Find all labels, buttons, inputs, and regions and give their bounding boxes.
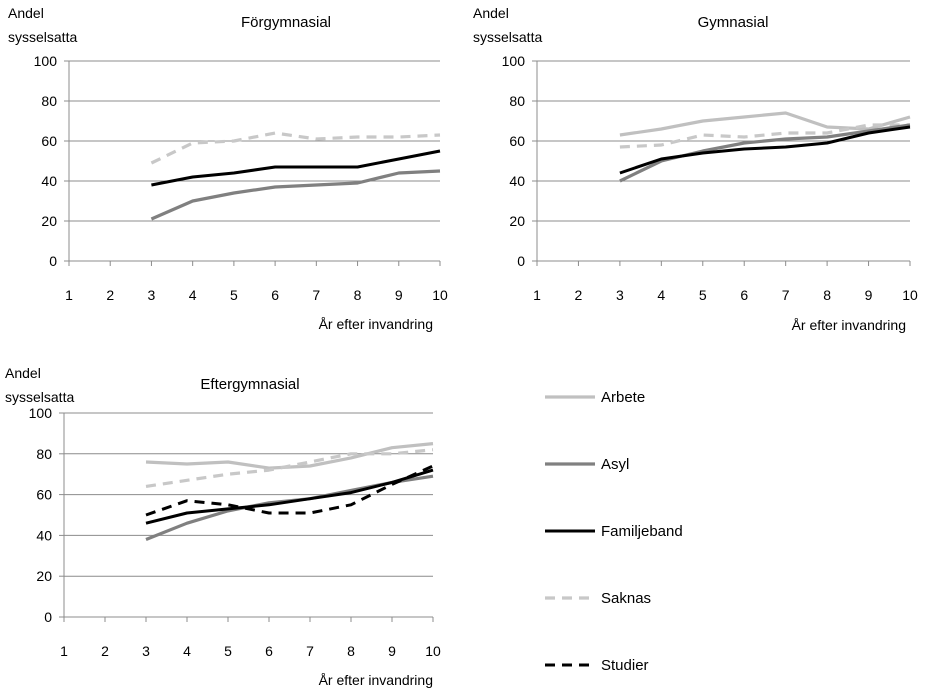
series-line-studier: [145, 464, 434, 517]
series-line-arbete: [619, 111, 911, 137]
y-tick-label-20: 20: [36, 568, 52, 584]
y-axis-label-line2: sysselsatta: [8, 29, 77, 45]
x-tick-label-9: 9: [395, 287, 403, 303]
x-tick-label-1: 1: [533, 287, 541, 303]
y-tick-label-60: 60: [36, 487, 52, 503]
y-tick-label-20: 20: [509, 213, 525, 229]
x-tick-label-5: 5: [699, 287, 707, 303]
legend: Arbete Asyl Familjeband Saknas Studier: [545, 389, 683, 674]
y-tick-label-40: 40: [509, 173, 525, 189]
y-axis-label-line2: sysselsatta: [5, 389, 74, 405]
y-tick-label-0: 0: [517, 253, 525, 269]
x-tick-label-9: 9: [865, 287, 873, 303]
series-line-asyl: [145, 474, 434, 541]
y-axis-label-line2: sysselsatta: [473, 29, 542, 45]
series-line-familjeband: [145, 468, 434, 525]
y-tick-label-80: 80: [509, 93, 525, 109]
y-tick-label-40: 40: [36, 527, 52, 543]
series-line-familjeband: [619, 125, 911, 175]
x-tick-label-6: 6: [271, 287, 279, 303]
legend-label-familjeband: Familjeband: [601, 523, 683, 540]
x-tick-label-10: 10: [432, 287, 448, 303]
panel-forgymnasial: 0 20 40 60 80 100 1 2 3 4 5 6 7 8 9 10 Förgymnasial Andel…: [8, 5, 448, 332]
x-axis-label: År efter invandring: [319, 672, 433, 688]
x-tick-label-4: 4: [183, 643, 191, 659]
legend-label-asyl: Asyl: [601, 456, 629, 473]
y-tick-label-0: 0: [49, 253, 57, 269]
panel-gymnasial: 0 20 40 60 80 100 1 2 3 4 5 6 7 8 9 10 Gymnasial Andel sys…: [473, 5, 918, 333]
panel-eftergymnasial: 0 20 40 60 80 100 1 2 3 4 5 6 7 8 9 10 Eftergymnasial And…: [5, 365, 441, 688]
y-tick-label-60: 60: [41, 133, 57, 149]
x-tick-label-10: 10: [425, 643, 441, 659]
y-tick-label-20: 20: [41, 213, 57, 229]
x-tick-label-10: 10: [902, 287, 918, 303]
x-tick-label-5: 5: [230, 287, 238, 303]
x-tick-label-2: 2: [106, 287, 114, 303]
x-axis-label: År efter invandring: [319, 316, 433, 332]
series-line-asyl: [150, 169, 441, 221]
x-tick-label-8: 8: [347, 643, 355, 659]
series-line-saknas: [619, 123, 910, 149]
x-tick-label-7: 7: [782, 287, 790, 303]
y-tick-label-80: 80: [36, 446, 52, 462]
y-tick-label-100: 100: [502, 53, 526, 69]
x-tick-label-8: 8: [823, 287, 831, 303]
legend-label-arbete: Arbete: [601, 389, 645, 406]
x-axis-label: År efter invandring: [792, 317, 906, 333]
legend-label-saknas: Saknas: [601, 590, 651, 607]
y-tick-label-0: 0: [44, 609, 52, 625]
x-tick-label-4: 4: [189, 287, 197, 303]
x-tick-label-3: 3: [616, 287, 624, 303]
x-tick-label-3: 3: [148, 287, 156, 303]
series-line-saknas: [150, 131, 441, 165]
chart-title: Förgymnasial: [241, 14, 331, 31]
x-tick-label-7: 7: [306, 643, 314, 659]
y-axis-label-line1: Andel: [473, 5, 509, 21]
chart-title: Gymnasial: [698, 14, 769, 31]
x-tick-label-1: 1: [65, 287, 73, 303]
x-tick-label-1: 1: [60, 643, 68, 659]
y-tick-label-40: 40: [41, 173, 57, 189]
series-line-saknas: [145, 448, 434, 488]
x-tick-label-3: 3: [142, 643, 150, 659]
x-tick-label-2: 2: [575, 287, 583, 303]
x-tick-label-6: 6: [265, 643, 273, 659]
x-tick-label-8: 8: [354, 287, 362, 303]
x-tick-label-5: 5: [224, 643, 232, 659]
y-tick-label-80: 80: [41, 93, 57, 109]
x-tick-label-9: 9: [388, 643, 396, 659]
y-tick-label-100: 100: [34, 53, 58, 69]
x-tick-label-4: 4: [657, 287, 665, 303]
y-axis-label-line1: Andel: [5, 365, 41, 381]
x-tick-label-6: 6: [740, 287, 748, 303]
y-axis-label-line1: Andel: [8, 5, 44, 21]
series-line-familjeband: [151, 149, 441, 187]
x-tick-label-2: 2: [101, 643, 109, 659]
y-tick-label-100: 100: [29, 405, 53, 421]
chart-title: Eftergymnasial: [200, 376, 299, 393]
x-tick-label-7: 7: [312, 287, 320, 303]
y-tick-label-60: 60: [509, 133, 525, 149]
legend-label-studier: Studier: [601, 657, 649, 674]
